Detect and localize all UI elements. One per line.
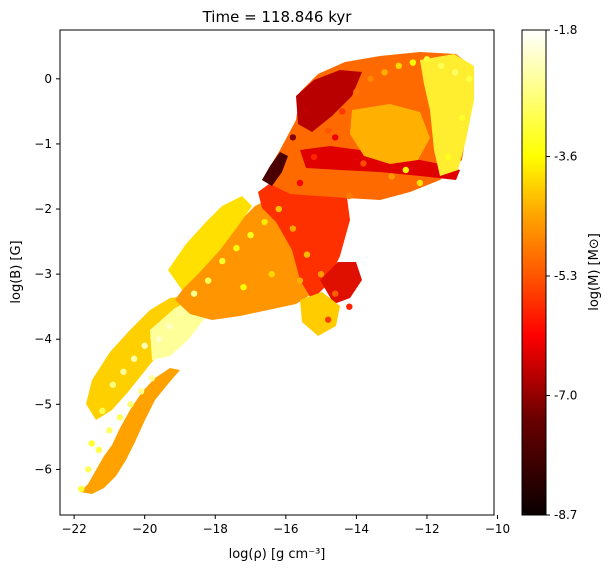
data-point — [451, 69, 459, 76]
data-point — [423, 56, 431, 63]
y-tick-label: −2 — [34, 202, 52, 216]
data-point — [324, 316, 332, 323]
colorbar-tick-label: -3.6 — [554, 150, 577, 164]
data-point — [176, 309, 184, 317]
cap-darkest — [262, 152, 288, 186]
chart-title: Time = 118.846 kyr — [202, 8, 353, 26]
data-point — [444, 153, 452, 161]
data-point — [346, 192, 353, 200]
cap-yellow-right — [420, 54, 474, 176]
data-point — [332, 134, 339, 141]
data-point — [353, 88, 360, 96]
colorbar-tick-label: -8.7 — [554, 508, 577, 522]
data-point — [437, 62, 445, 70]
x-axis-label: log(ρ) [g cm⁻³] — [229, 547, 326, 562]
x-tick-label: −20 — [132, 522, 157, 536]
mid-red — [258, 172, 350, 300]
yellow-outliers — [300, 292, 340, 336]
data-point — [289, 225, 297, 232]
cap-red-band — [300, 146, 460, 180]
data-point — [459, 114, 466, 122]
scatter-cloud — [80, 52, 474, 494]
cap-orange-mid — [350, 104, 430, 164]
data-point — [233, 244, 240, 252]
x-axis: −22 −20 −18 −16 −14 −12 −10 — [61, 515, 510, 536]
data-point — [367, 75, 374, 83]
x-tick-label: −10 — [485, 522, 510, 536]
data-point — [95, 446, 103, 454]
x-tick-label: −14 — [344, 522, 369, 536]
data-point — [332, 290, 339, 297]
data-point — [88, 440, 95, 447]
data-point — [324, 127, 332, 135]
data-point — [148, 375, 155, 382]
data-point — [296, 277, 304, 284]
data-point — [247, 231, 254, 239]
y-tick-label: 0 — [44, 72, 52, 86]
data-point — [268, 270, 275, 278]
data-point — [130, 355, 138, 362]
colorbar-tick-label: -7.0 — [554, 389, 577, 403]
data-point — [416, 179, 424, 187]
tail-swath — [80, 368, 180, 494]
data-point — [317, 270, 325, 278]
data-point — [409, 59, 417, 66]
y-tick-label: −4 — [34, 332, 52, 346]
mid-yellow — [168, 196, 252, 290]
data-point — [261, 218, 268, 226]
colorbar-ticks: -1.8 -3.6 -5.3 -7.0 -8.7 — [546, 23, 577, 522]
data-point — [395, 62, 402, 70]
data-point — [85, 466, 92, 473]
data-point — [137, 388, 145, 395]
y-tick-label: −6 — [34, 462, 52, 476]
data-point — [99, 407, 106, 415]
data-point — [116, 414, 124, 421]
colorbar — [521, 29, 547, 516]
y-axis-label: log(B) [G] — [9, 240, 24, 303]
data-point — [466, 75, 473, 83]
data-point — [346, 303, 353, 310]
data-point — [303, 108, 311, 115]
colorbar-tick-label: -1.8 — [554, 23, 577, 37]
data-point — [296, 179, 304, 187]
data-point — [109, 381, 117, 388]
data-point — [310, 153, 318, 161]
data-point — [155, 336, 162, 343]
data-point — [106, 427, 113, 434]
data-point — [204, 277, 212, 284]
y-tick-label: −1 — [34, 137, 52, 151]
data-point — [219, 257, 226, 265]
y-tick-label: −5 — [34, 397, 52, 411]
data-point — [77, 485, 85, 493]
data-point — [339, 108, 346, 115]
x-tick-label: −18 — [203, 522, 228, 536]
cap-dark — [296, 70, 362, 132]
data-point — [303, 251, 311, 258]
colorbar-label: log(M) [M⊙] — [587, 233, 602, 311]
data-point — [388, 173, 395, 180]
data-point — [275, 205, 282, 213]
data-points — [77, 56, 473, 493]
colorbar-tick-label: -5.3 — [554, 269, 577, 283]
data-point — [166, 323, 173, 330]
data-point — [190, 290, 198, 297]
data-point — [127, 401, 134, 408]
data-point — [141, 342, 148, 349]
data-point — [381, 69, 388, 76]
red-outliers — [320, 262, 362, 304]
x-tick-label: −22 — [61, 522, 86, 536]
data-point — [360, 160, 367, 167]
data-point — [240, 283, 247, 291]
data-point — [402, 166, 409, 174]
data-point — [289, 134, 297, 141]
data-point — [120, 368, 127, 375]
y-axis: −6 −5 −4 −3 −2 −1 0 — [34, 72, 60, 476]
x-tick-label: −16 — [273, 522, 298, 536]
x-tick-label: −12 — [414, 522, 439, 536]
y-tick-label: −3 — [34, 267, 52, 281]
plot-frame — [59, 29, 495, 516]
